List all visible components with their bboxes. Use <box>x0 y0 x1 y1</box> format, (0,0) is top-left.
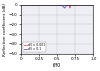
d/l = 0.1 <box>68 5 69 6</box>
Y-axis label: Reflection coefficient (dB): Reflection coefficient (dB) <box>4 3 8 56</box>
Line: d/l = 0.001: d/l = 0.001 <box>21 5 93 8</box>
Legend: d/l = 0.001, d/l = 0.1: d/l = 0.001, d/l = 0.1 <box>23 42 46 52</box>
d/l = 0.001 <box>69 8 71 9</box>
Line: d/l = 0.1: d/l = 0.1 <box>21 5 93 8</box>
d/l = 0.1 <box>64 8 65 9</box>
X-axis label: f/f0: f/f0 <box>53 63 61 68</box>
d/l = 0.1 <box>64 8 65 9</box>
